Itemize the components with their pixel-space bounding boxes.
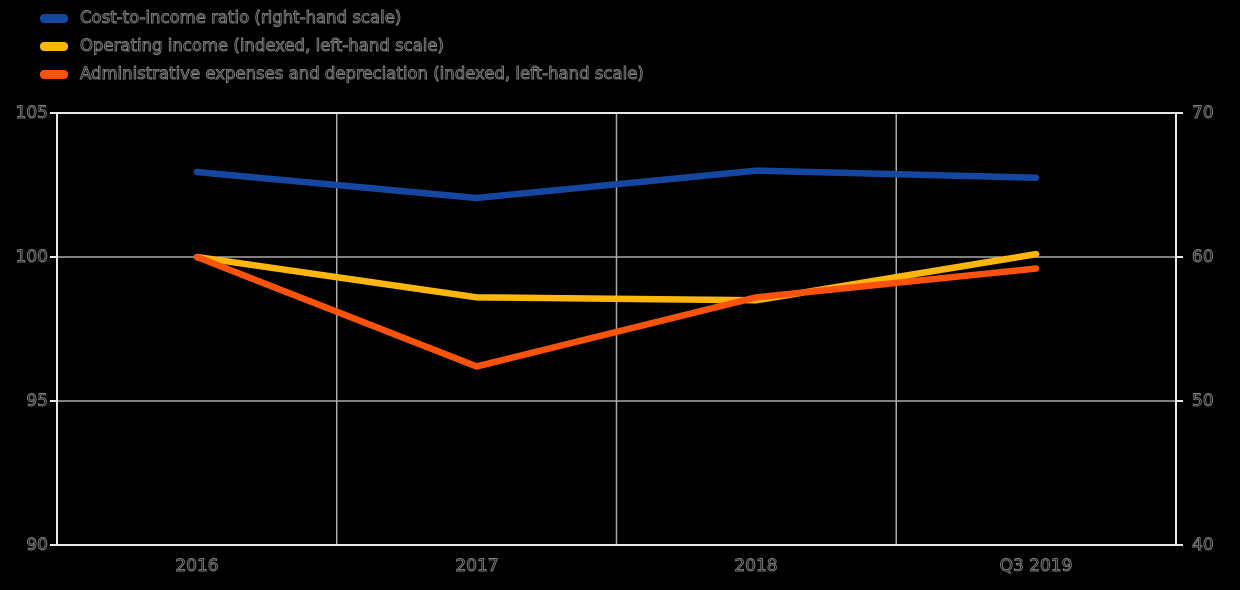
series-line-admin-expenses [193,253,1040,370]
y-axis-right-tick-50: 50 [1192,391,1215,412]
legend-label-cost-to-income: Cost-to-income ratio (right-hand scale) [80,8,402,28]
legend-item-operating-income: Operating income (indexed, left-hand sca… [40,32,644,60]
x-axis-tick-2018: 2018 [734,556,778,577]
y-axis-left-tick-105: 105 [15,103,48,124]
y-axis-left-tick-90: 90 [26,535,49,556]
series-line-operating-income [193,250,1040,304]
y-axis-right-tick-40: 40 [1192,535,1215,556]
y-axis-left-tick-95: 95 [26,391,49,412]
legend-label-operating-income: Operating income (indexed, left-hand sca… [80,36,445,56]
series-line-cost-to-income [193,167,1040,202]
x-axis-tick-2017: 2017 [455,556,499,577]
legend: Cost-to-income ratio (right-hand scale) … [40,4,644,88]
legend-item-cost-to-income: Cost-to-income ratio (right-hand scale) [40,4,644,32]
y-axis-right-tick-70: 70 [1192,103,1215,124]
legend-swatch-operating-income-icon [40,41,68,51]
y-axis-right-tick-60: 60 [1192,247,1215,268]
legend-swatch-cost-to-income-icon [40,13,68,23]
x-axis-tick-2016: 2016 [175,556,219,577]
y-axis-left-tick-100: 100 [15,247,48,268]
x-axis-tick-q3-2019: Q3 2019 [999,556,1073,577]
legend-label-admin-expenses: Administrative expenses and depreciation… [80,64,645,84]
legend-item-admin-expenses: Administrative expenses and depreciation… [40,60,644,88]
legend-swatch-admin-expenses-icon [40,69,68,79]
plot-frame [56,112,1177,546]
